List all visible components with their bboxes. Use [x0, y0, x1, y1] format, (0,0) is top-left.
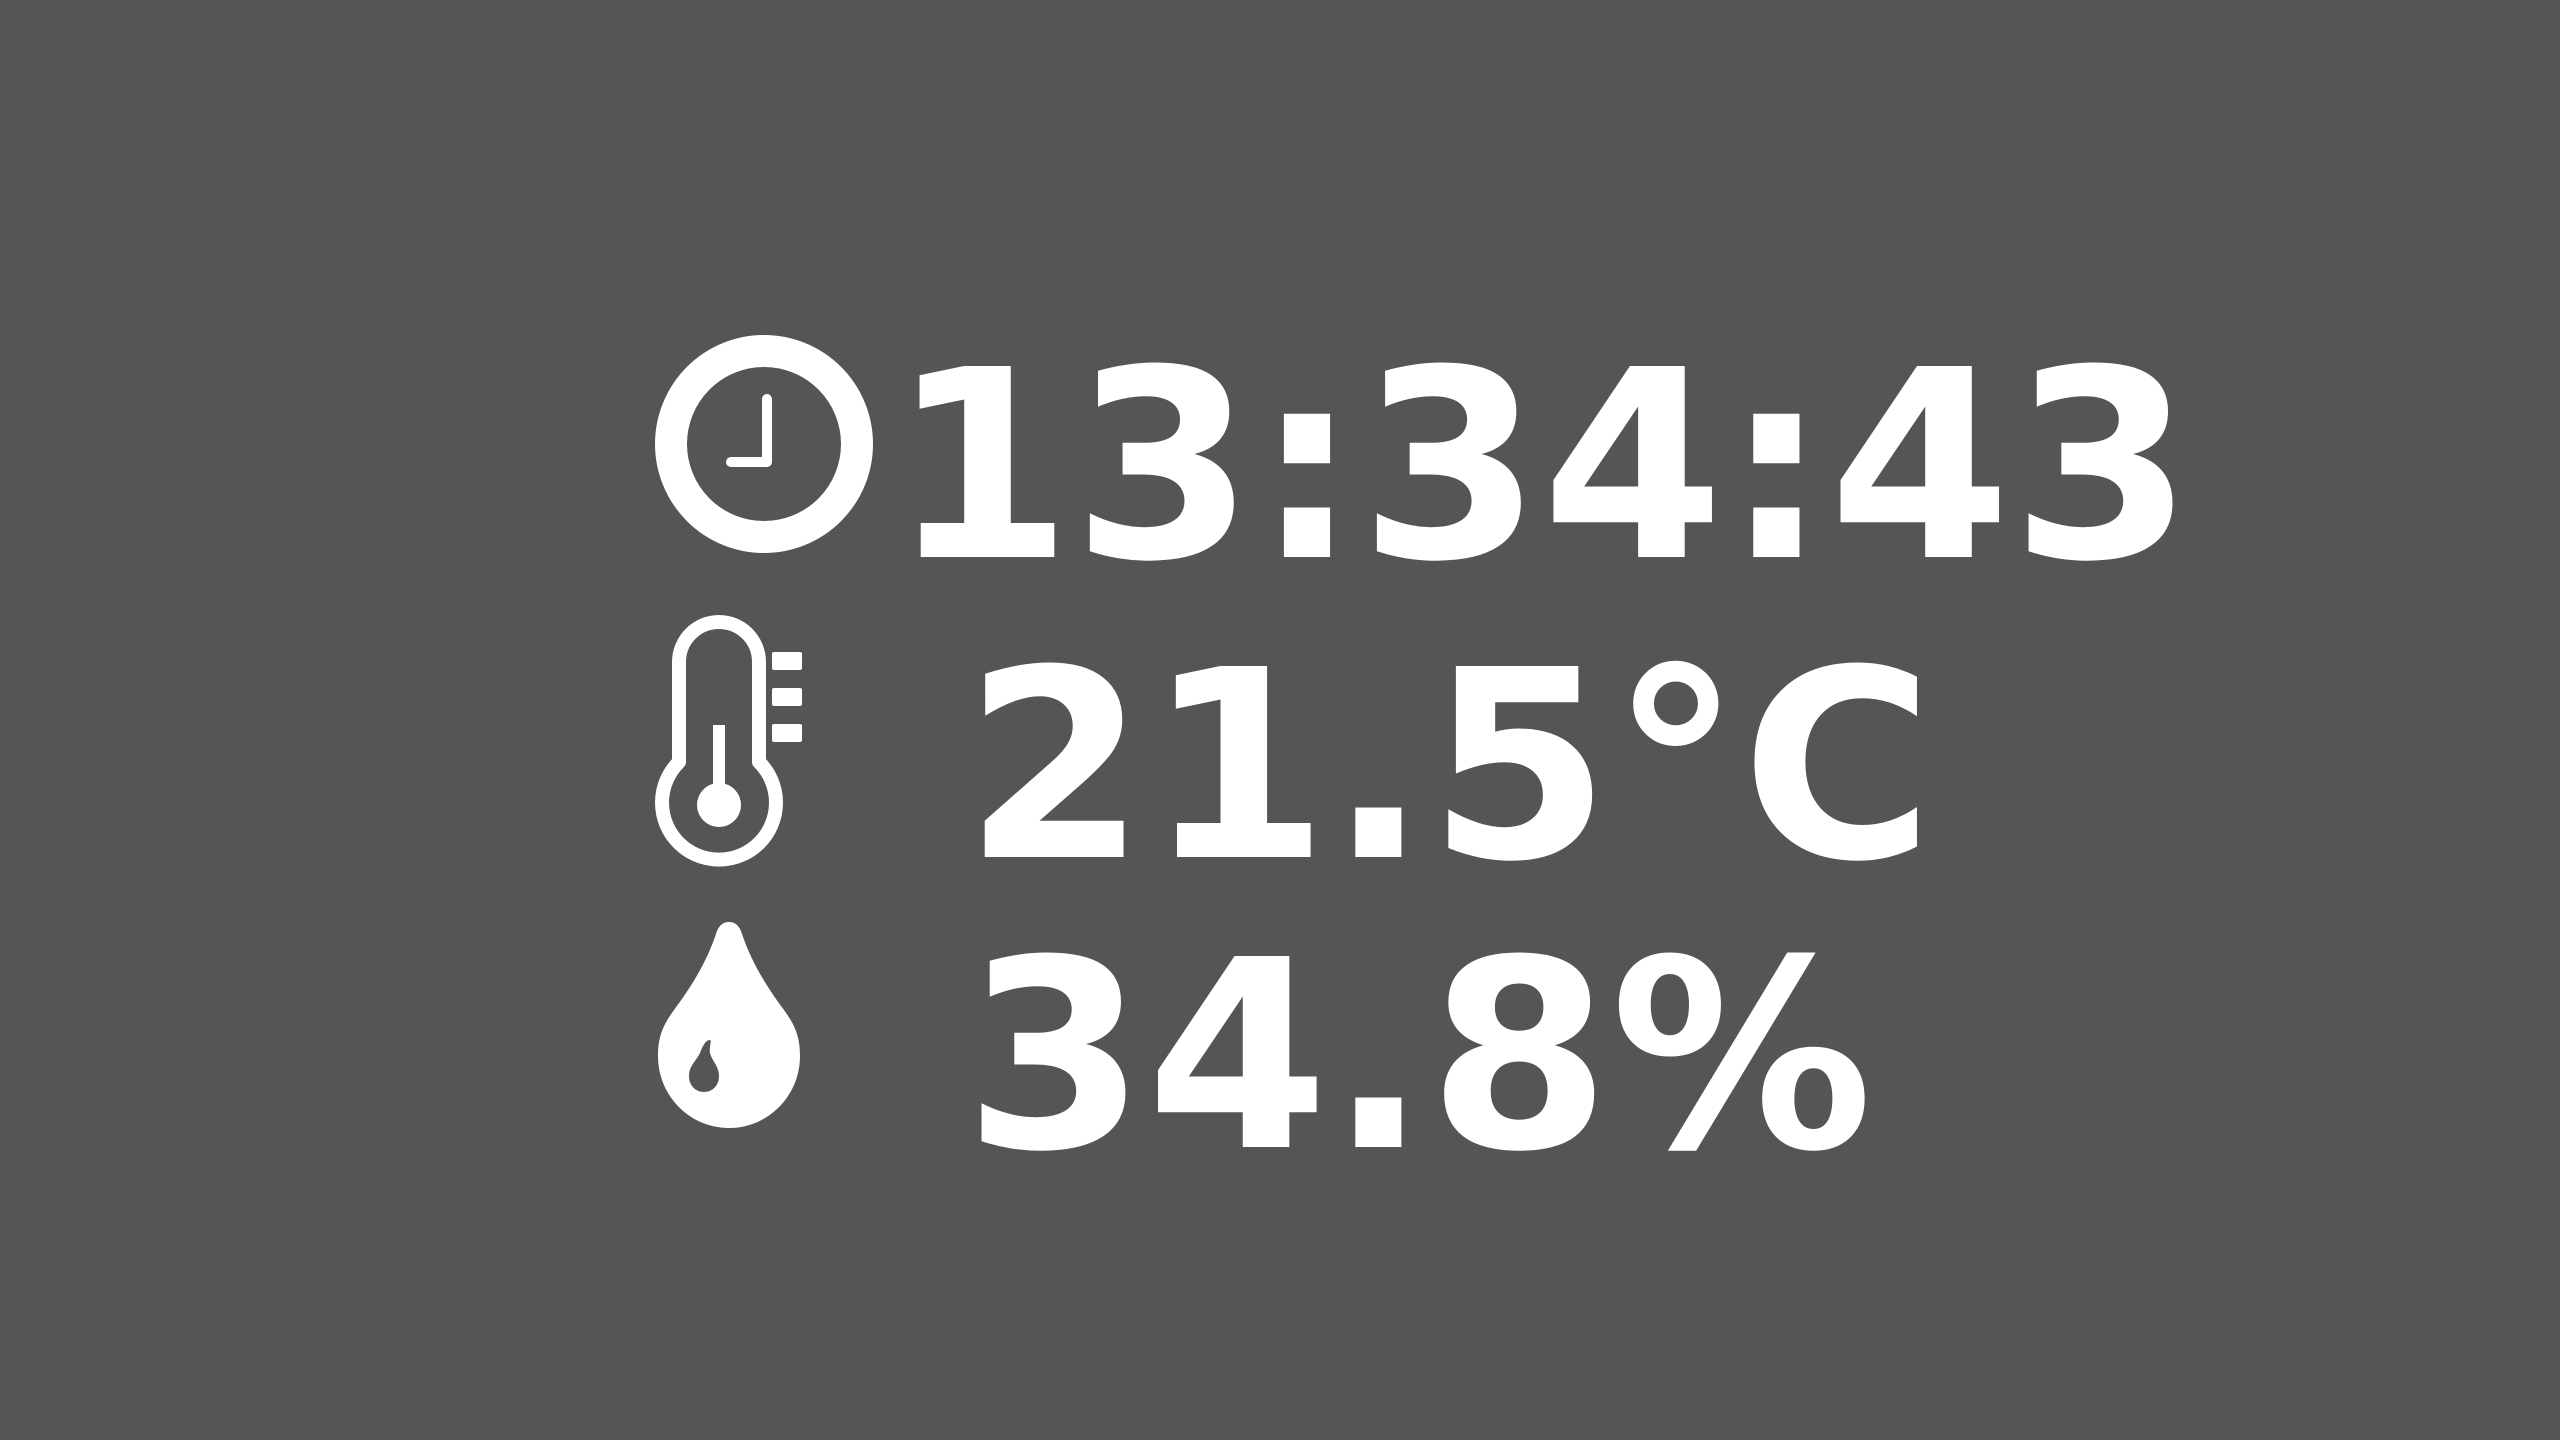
thermometer-icon	[655, 615, 802, 867]
water-drop-icon	[658, 922, 800, 1128]
temperature-value: 21.5°C	[964, 614, 1934, 919]
humidity-value: 34.8%	[964, 904, 1873, 1209]
clock-icon	[655, 335, 873, 553]
time-value: 13:34:43	[890, 314, 2194, 619]
